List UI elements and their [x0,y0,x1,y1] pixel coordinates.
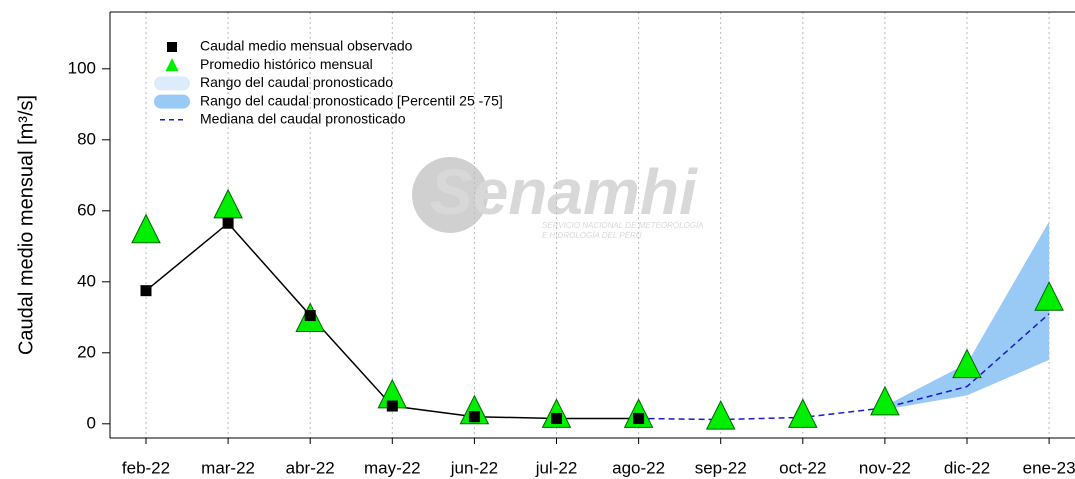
historical-marker [131,213,161,244]
historical-marker [1034,281,1064,311]
observed-marker [222,217,234,229]
observed-marker [304,310,316,322]
y-tick-label: 80 [77,129,96,148]
x-tick-label: feb-22 [122,458,170,477]
x-tick-label: sep-22 [695,458,747,477]
x-tick-label: ago-22 [612,458,665,477]
observed-marker [468,411,480,423]
x-tick-label: may-22 [364,458,421,477]
historical-marker [459,394,490,425]
legend-marker [154,76,190,91]
x-tick-label: ene-23 [1023,458,1075,477]
y-tick-label: 20 [77,342,96,361]
median-line [638,313,1050,421]
y-tick-label: 100 [68,58,96,77]
watermark-logo: Senamhi [430,156,698,228]
forecast-band [884,221,1050,410]
legend-item: Caudal medio mensual observado [167,38,413,54]
observed-marker [140,285,152,297]
legend-label: Promedio histórico mensual [200,56,373,72]
legend-label: Mediana del caudal pronosticado [200,111,406,127]
x-tick-label: dic-22 [944,458,990,477]
legend-item: Mediana del caudal pronosticado [160,111,406,127]
legend-item: Promedio histórico mensual [165,56,373,72]
watermark-text: SERVICIO NACIONAL DE METEOROLOGÍA [542,221,704,230]
legend-marker [167,42,177,52]
x-tick-label: mar-22 [201,458,255,477]
x-tick-label: jul-22 [535,458,578,477]
historical-marker [952,348,982,379]
x-tick-label: nov-22 [859,458,911,477]
watermark: Senamhi SERVICIO NACIONAL DE METEOROLOGÍ… [412,156,704,240]
y-tick-label: 0 [87,413,96,432]
historical-marker [787,398,818,428]
legend-item: Rango del caudal pronosticado [Percentil… [154,92,503,109]
x-tick-label: oct-22 [779,458,826,477]
y-tick-label: 40 [77,271,96,290]
watermark-text: E HIDROLOGÍA DEL PERÚ [542,231,642,240]
legend-item: Rango del caudal pronosticado [154,74,393,91]
legend-marker [165,58,179,72]
legend-label: Caudal medio mensual observado [200,38,413,54]
observed-marker [551,412,562,424]
legend-marker [154,94,190,109]
legend-label: Rango del caudal pronosticado [Percentil… [200,92,503,108]
observed-marker [633,412,645,424]
x-tick-label: abr-22 [286,458,335,477]
y-axis-label: Caudal medio mensual [m³/s] [15,95,37,355]
historical-marker [705,399,736,430]
x-tick-label: jun-22 [450,458,498,477]
historical-marker [870,385,900,416]
historical-marker [213,188,243,219]
legend-label: Rango del caudal pronosticado [200,74,393,90]
watermark-sun [412,157,488,233]
observed-marker [386,400,398,412]
y-tick-label: 60 [77,200,96,219]
